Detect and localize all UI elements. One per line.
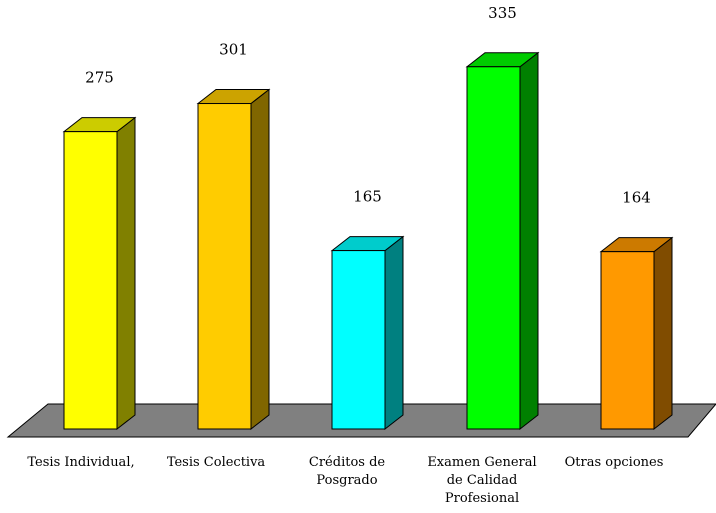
category-label-1: Tesis Individual, (27, 455, 134, 470)
bar-front-face (466, 66, 521, 430)
labels-group: 275 Tesis Individual, 301 Tesis Colectiva 16… (27, 4, 663, 506)
bar-front-face (600, 251, 655, 430)
bars-group (62, 51, 674, 431)
value-label-5: 164 (622, 189, 651, 207)
value-label-2: 301 (219, 41, 248, 59)
value-label-3: 165 (353, 188, 382, 206)
bar-front-face (197, 103, 252, 430)
category-label-line: Tesis Colectiva (167, 455, 266, 470)
bar-4 (465, 51, 540, 431)
category-label-line: de Calidad (447, 473, 518, 488)
category-label-line: Otras opciones (565, 455, 664, 470)
bar-side-face (519, 51, 539, 431)
category-label-line: Tesis Individual, (27, 455, 134, 470)
bar-side-face (653, 236, 673, 431)
bar-side-face (384, 235, 404, 431)
bar-3 (330, 235, 405, 431)
bar-front-face (63, 131, 118, 430)
bar-2 (196, 88, 271, 431)
value-label-4: 335 (488, 4, 517, 22)
bar-front-face (331, 250, 386, 430)
category-label-line: Créditos de (309, 455, 386, 470)
category-label-line: Posgrado (316, 473, 377, 488)
bar-side-face (250, 88, 270, 431)
category-label-3: Créditos de Posgrado (309, 455, 386, 488)
category-label-2: Tesis Colectiva (167, 455, 266, 470)
category-label-5: Otras opciones (565, 455, 664, 470)
bar-5 (599, 236, 674, 431)
bar-1 (62, 116, 137, 431)
category-label-line: Profesional (445, 491, 519, 506)
category-label-4: Examen General de Calidad Profesional (427, 455, 536, 506)
value-label-1: 275 (85, 69, 114, 87)
bar-side-face (116, 116, 136, 431)
category-label-line: Examen General (427, 455, 536, 470)
